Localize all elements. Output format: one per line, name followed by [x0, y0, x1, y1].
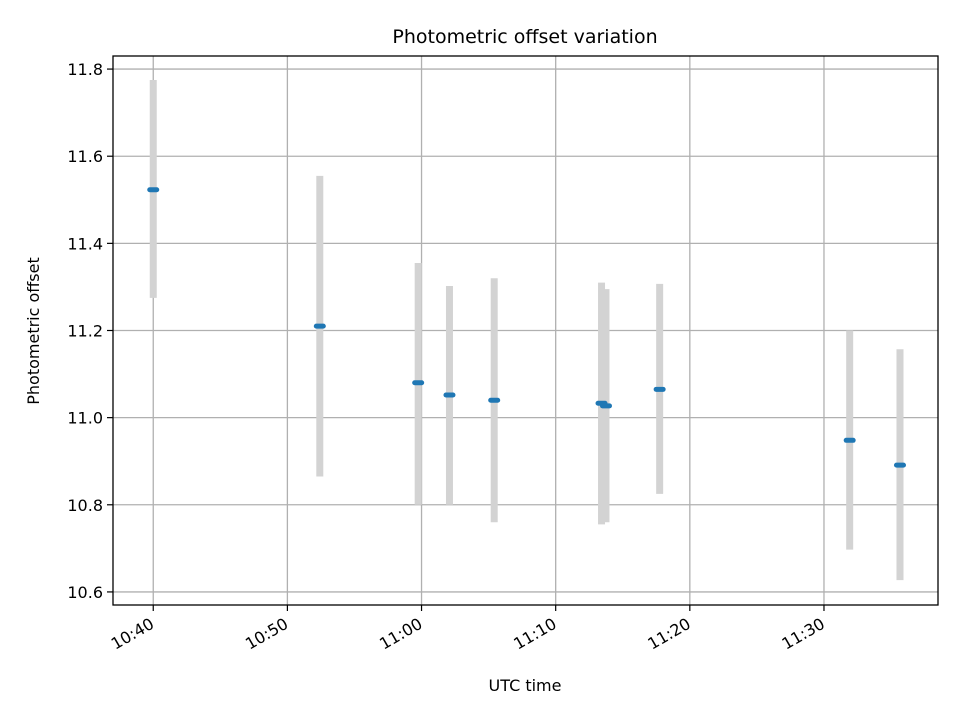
y-tick-label: 10.8	[67, 496, 103, 515]
x-axis-label: UTC time	[489, 676, 562, 695]
y-tick-label: 11.0	[67, 409, 103, 428]
y-tick-label: 11.2	[67, 322, 103, 341]
y-axis-ticks: 10.6 10.8 11.0 11.2 11.4 11.6 11.8	[67, 60, 113, 602]
data-points	[147, 187, 906, 468]
y-tick-label: 11.4	[67, 234, 103, 253]
y-tick-label: 11.8	[67, 60, 103, 79]
grid-lines	[113, 56, 938, 605]
y-tick-label: 10.6	[67, 583, 103, 602]
y-tick-label: 11.6	[67, 147, 103, 166]
y-axis-label: Photometric offset	[24, 257, 43, 405]
chart-title: Photometric offset variation	[392, 26, 657, 48]
